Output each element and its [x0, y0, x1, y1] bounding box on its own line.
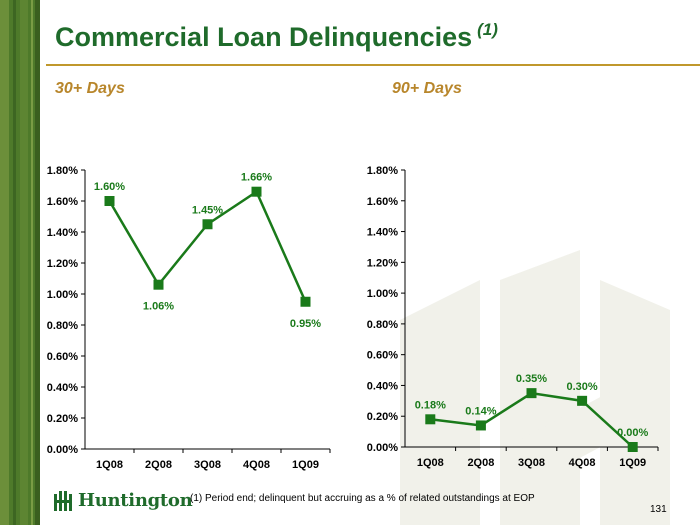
x-tick-label-2q08: 2Q08: [467, 457, 494, 469]
data-label-90d-2q08: 0.14%: [465, 405, 496, 417]
x-tick-label-3q08: 3Q08: [518, 457, 545, 469]
data-point-90d-3q08: [526, 388, 537, 399]
x-tick-label-4q08: 4Q08: [569, 457, 596, 469]
x-tick-label-1q09: 1Q09: [619, 457, 646, 469]
y-tick-label: 0.20%: [367, 411, 398, 423]
data-label-90d-3q08: 0.35%: [516, 373, 547, 385]
chart-title-30-days: 30+ Days: [55, 80, 125, 97]
y-tick-label: 0.40%: [47, 382, 78, 394]
logo-wordmark: Huntington: [78, 490, 193, 511]
data-point-90d-2q08: [475, 420, 486, 431]
y-tick-label: 1.40%: [367, 227, 398, 239]
huntington-logo: Huntington: [54, 490, 193, 511]
footnote: (1) Period end; delinquent but accruing …: [190, 493, 535, 504]
data-point-30d-4q08: [251, 186, 262, 197]
data-label-90d-1q09: 0.00%: [617, 427, 648, 439]
data-label-30d-1q08: 1.60%: [94, 181, 125, 193]
y-tick-label: 0.60%: [367, 350, 398, 362]
x-tick-label-2q08: 2Q08: [145, 459, 172, 471]
y-tick-label: 0.20%: [47, 413, 78, 425]
title-footnote-marker: (1): [477, 20, 498, 39]
y-tick-label: 1.60%: [47, 196, 78, 208]
data-point-90d-1q09: [627, 442, 638, 452]
y-tick-label: 1.80%: [47, 165, 78, 177]
y-tick-label: 1.60%: [367, 196, 398, 208]
y-tick-label: 0.80%: [47, 320, 78, 332]
slide-title: Commercial Loan Delinquencies (1): [55, 20, 498, 53]
page-number: 131: [650, 504, 667, 515]
y-tick-label: 1.20%: [367, 257, 398, 269]
data-label-30d-1q09: 0.95%: [290, 318, 321, 330]
slide-title-text: Commercial Loan Delinquencies: [55, 22, 473, 52]
x-tick-label-1q09: 1Q09: [292, 459, 319, 471]
y-tick-label: 1.00%: [367, 288, 398, 300]
y-tick-label: 0.00%: [367, 442, 398, 454]
y-tick-label: 0.60%: [47, 351, 78, 363]
x-tick-label-3q08: 3Q08: [194, 459, 221, 471]
data-point-90d-4q08: [577, 395, 588, 406]
data-point-30d-1q08: [104, 196, 115, 206]
y-tick-label: 1.40%: [47, 227, 78, 239]
y-tick-label: 1.20%: [47, 258, 78, 270]
data-label-90d-1q08: 0.18%: [415, 399, 446, 411]
background-watermark: [400, 250, 670, 525]
data-point-90d-1q08: [425, 414, 436, 425]
huntington-logo-icon: [54, 490, 72, 511]
y-tick-label: 0.80%: [367, 319, 398, 331]
data-label-30d-3q08: 1.45%: [192, 204, 223, 216]
series-line-90d: [430, 391, 634, 448]
data-label-30d-4q08: 1.66%: [241, 172, 272, 184]
y-tick-label: 0.00%: [47, 444, 78, 456]
title-rule: [46, 64, 700, 66]
data-point-30d-2q08: [153, 279, 164, 290]
x-tick-label-4q08: 4Q08: [243, 459, 270, 471]
data-label-90d-4q08: 0.30%: [566, 381, 597, 393]
chart-title-90-days: 90+ Days: [392, 80, 462, 97]
y-tick-label: 1.80%: [367, 165, 398, 177]
y-tick-label: 1.00%: [47, 289, 78, 301]
data-label-30d-2q08: 1.06%: [143, 301, 174, 313]
decorative-sidebar: [0, 0, 40, 525]
x-tick-label-1q08: 1Q08: [417, 457, 444, 469]
data-point-30d-1q09: [300, 296, 311, 307]
data-point-30d-3q08: [202, 219, 213, 230]
x-tick-label-1q08: 1Q08: [96, 459, 123, 471]
y-tick-label: 0.40%: [367, 380, 398, 392]
